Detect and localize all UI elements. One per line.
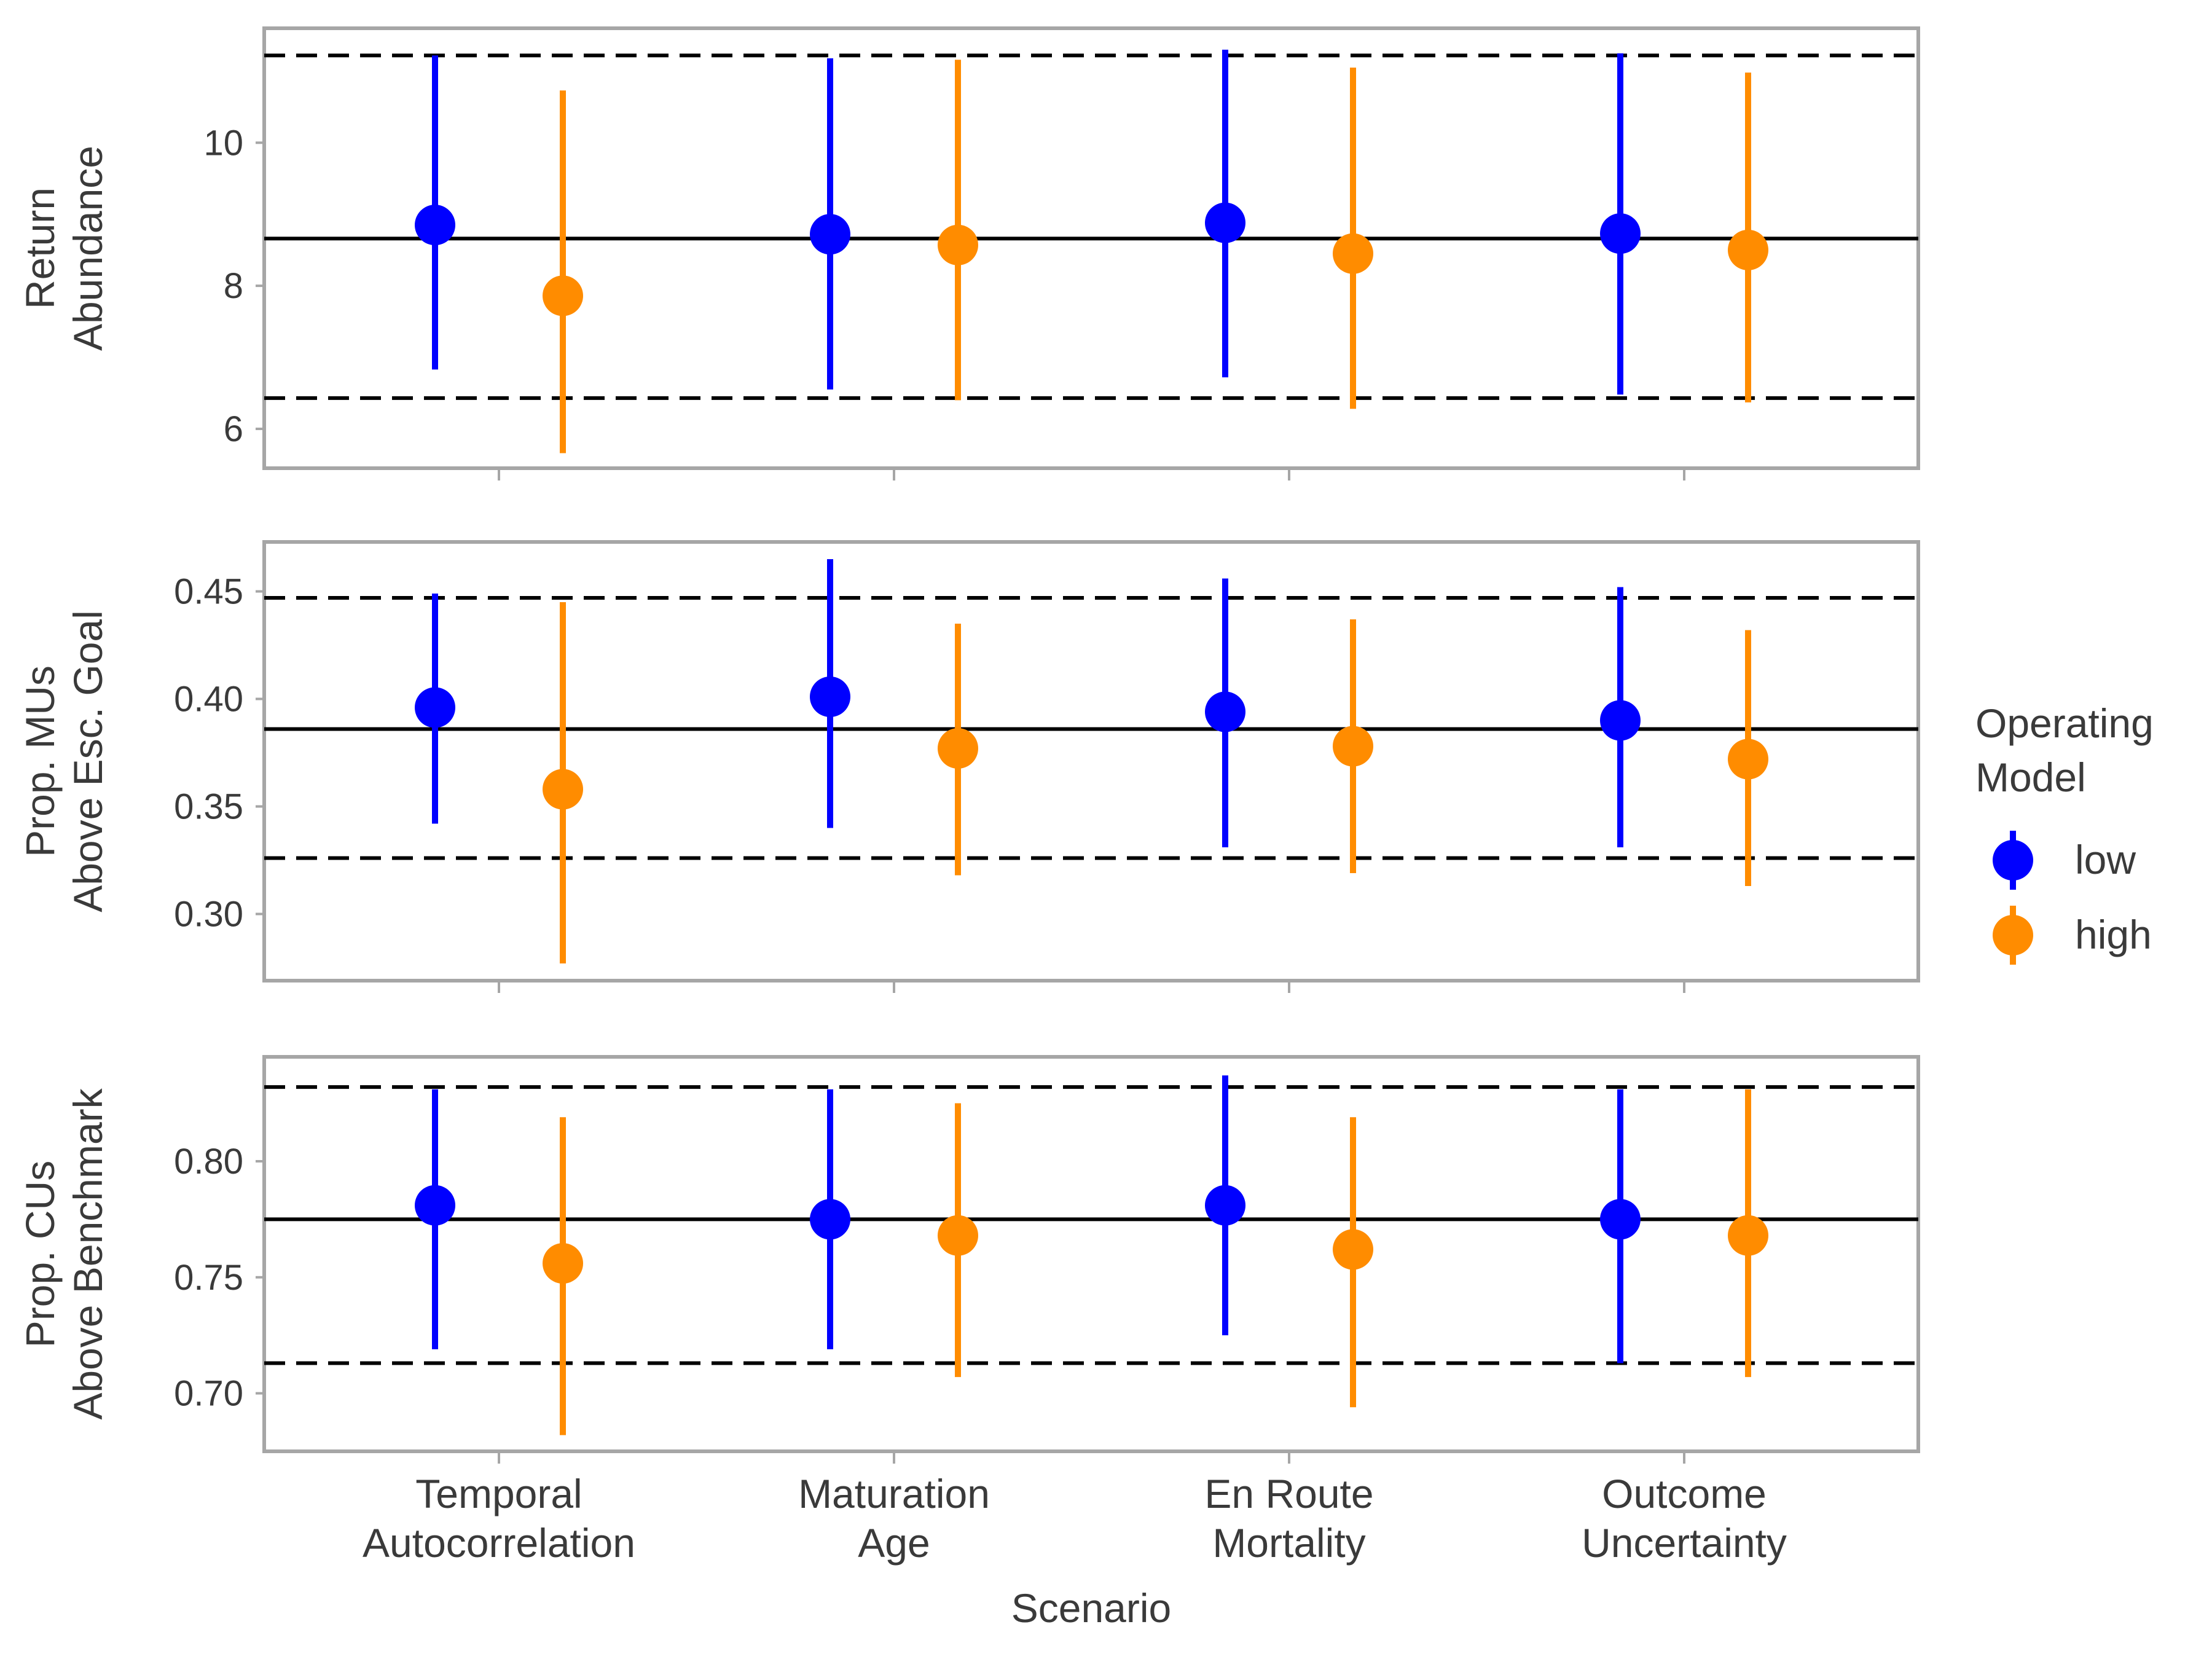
y-tick-label: 0.40 xyxy=(174,680,243,720)
y-axis-title-line: Above Esc. Goal xyxy=(65,610,111,912)
x-tick-label-line: Autocorrelation xyxy=(363,1520,635,1566)
point-low xyxy=(415,687,455,728)
y-axis-title: ReturnAbundance xyxy=(17,146,111,351)
y-tick-label: 0.70 xyxy=(174,1374,243,1414)
y-tick-label: 8 xyxy=(224,266,243,306)
x-tick-label: En Route Mortality xyxy=(1204,1471,1373,1566)
x-tick-label-line: En Route xyxy=(1204,1471,1373,1516)
point-high xyxy=(543,1243,583,1284)
point-low xyxy=(1205,691,1245,732)
point-high xyxy=(1333,726,1373,767)
y-tick-label: 10 xyxy=(203,123,243,163)
y-tick-label: 0.35 xyxy=(174,787,243,827)
panel-3: 0.70 0.75 0.80 Prop. CUsAbove Benchmark xyxy=(17,1055,1920,1464)
point-high xyxy=(1728,1215,1768,1256)
point-low xyxy=(1600,213,1641,254)
point-low xyxy=(810,1199,850,1240)
point-high xyxy=(1728,229,1768,270)
x-tick-label-line: Mortality xyxy=(1212,1520,1365,1566)
plot-frame xyxy=(262,540,1920,982)
chart-panels: 6 8 10 ReturnAbundance 0.30 0.35 0.40 0.45 Prop.… xyxy=(17,26,1920,1464)
x-tick-label: Maturation Age xyxy=(798,1471,990,1566)
x-tick-label: Temporal Autocorrelation xyxy=(363,1471,635,1566)
legend: Operating Model low high xyxy=(1975,700,2154,965)
x-tick-label-line: Outcome xyxy=(1602,1471,1767,1516)
y-tick-label: 0.30 xyxy=(174,895,243,935)
point-low xyxy=(415,205,455,246)
x-tick-label-line: Temporal xyxy=(415,1471,582,1516)
point-high xyxy=(543,275,583,316)
y-axis-title-line: Above Benchmark xyxy=(65,1088,111,1419)
y-axis-title-line: Abundance xyxy=(65,146,111,351)
legend-title-line: Operating xyxy=(1975,700,2154,746)
point-low xyxy=(1205,202,1245,243)
legend-title: Operating Model xyxy=(1975,700,2154,800)
y-axis-title: Prop. MUsAbove Esc. Goal xyxy=(17,610,111,912)
point-high xyxy=(1333,1229,1373,1270)
y-axis-title: Prop. CUsAbove Benchmark xyxy=(17,1088,111,1419)
plot-frame xyxy=(262,1055,1920,1453)
point-high xyxy=(1728,739,1768,780)
point-high xyxy=(938,728,978,769)
y-tick-label: 0.80 xyxy=(174,1142,243,1182)
x-tick-label-line: Age xyxy=(858,1520,930,1566)
y-axis-title-line: Prop. MUs xyxy=(17,665,63,857)
x-tick-label-line: Maturation xyxy=(798,1471,990,1516)
y-tick-label: 6 xyxy=(224,409,243,449)
legend-label-low: low xyxy=(2075,837,2136,882)
panel-2: 0.30 0.35 0.40 0.45 Prop. MUsAbove Esc. Goal xyxy=(17,540,1920,993)
point-high xyxy=(543,769,583,810)
panel-1: 6 8 10 ReturnAbundance xyxy=(17,26,1920,480)
y-tick-label: 0.45 xyxy=(174,572,243,612)
point-low xyxy=(810,214,850,255)
y-axis-title-line: Prop. CUs xyxy=(17,1161,63,1347)
point-low xyxy=(415,1185,455,1226)
x-axis-title: Scenario xyxy=(1011,1585,1172,1631)
point-low xyxy=(1600,1199,1641,1240)
legend-key-point-high xyxy=(1993,915,2033,955)
x-tick-label: Outcome Uncertainty xyxy=(1582,1471,1787,1566)
y-axis-title-line: Return xyxy=(17,187,63,309)
point-high xyxy=(1333,233,1373,274)
y-tick-label: 0.75 xyxy=(174,1258,243,1298)
point-low xyxy=(1205,1185,1245,1226)
plot-frame xyxy=(262,26,1920,470)
legend-label-high: high xyxy=(2075,912,2152,957)
point-high xyxy=(938,224,978,265)
point-high xyxy=(938,1215,978,1256)
point-low xyxy=(1600,700,1641,741)
point-low xyxy=(810,677,850,717)
legend-title-line: Model xyxy=(1975,755,2086,800)
legend-key-point-low xyxy=(1993,840,2033,880)
x-axis: Temporal Autocorrelation Maturation Age En R… xyxy=(363,1471,1787,1631)
x-tick-label-line: Uncertainty xyxy=(1582,1520,1787,1566)
